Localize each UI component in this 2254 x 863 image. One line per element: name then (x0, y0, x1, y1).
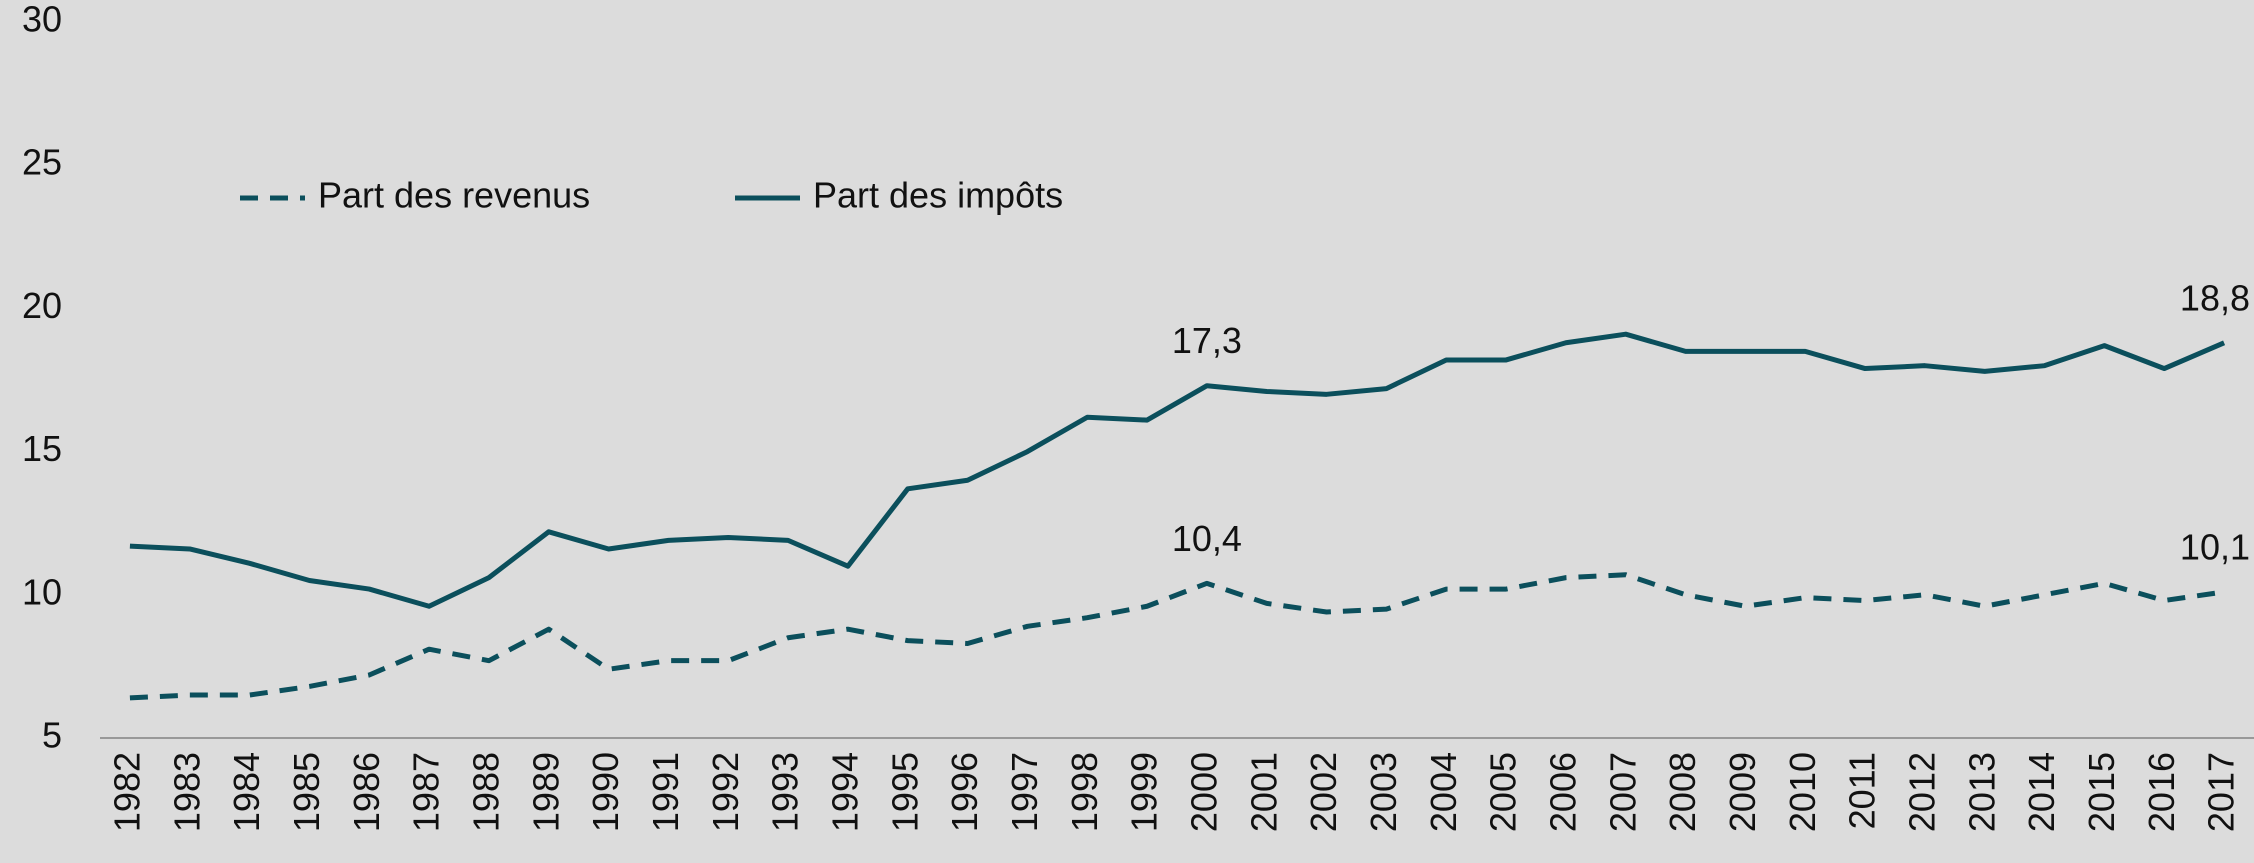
legend-label: Part des revenus (318, 175, 590, 216)
x-tick-label: 2006 (1542, 752, 1583, 832)
x-tick-label: 2011 (1842, 752, 1883, 829)
x-tick-label: 1984 (226, 752, 267, 832)
data-label: 10,1 (2180, 526, 2250, 567)
x-tick-label: 2017 (2201, 752, 2242, 832)
x-tick-label: 1982 (106, 752, 147, 832)
x-tick-label: 2005 (1483, 752, 1524, 832)
x-tick-label: 2001 (1243, 752, 1284, 832)
data-label: 17,3 (1172, 320, 1242, 361)
x-tick-label: 1985 (286, 752, 327, 832)
x-tick-label: 1993 (765, 752, 806, 832)
data-label: 10,4 (1172, 518, 1242, 559)
x-tick-label: 1992 (705, 752, 746, 832)
x-tick-label: 1991 (645, 752, 686, 832)
x-tick-label: 2004 (1423, 752, 1464, 832)
data-line (129, 331, 2226, 609)
x-tick-label: 2002 (1303, 752, 1344, 832)
x-tick-label: 1998 (1064, 752, 1105, 832)
x-tick-label: 2009 (1722, 752, 1763, 832)
y-tick-label: 5 (42, 715, 62, 756)
x-tick-label: 1990 (585, 752, 626, 832)
x-tick-label: 1989 (525, 752, 566, 832)
x-tick-label: 1995 (884, 752, 925, 832)
y-tick-label: 20 (22, 285, 62, 326)
x-tick-label: 1988 (465, 752, 506, 832)
x-tick-label: 2013 (1961, 752, 2002, 832)
x-tick-label: 1997 (1004, 752, 1045, 832)
x-tick-label: 1996 (944, 752, 985, 832)
x-tick-label: 2015 (2081, 752, 2122, 832)
y-tick-label: 30 (22, 0, 62, 40)
y-tick-label: 10 (22, 571, 62, 612)
x-tick-label: 1983 (166, 752, 207, 832)
x-tick-label: 2008 (1662, 752, 1703, 832)
x-tick-label: 2014 (2021, 752, 2062, 832)
x-tick-label: 2007 (1602, 752, 1643, 832)
data-line (129, 572, 2225, 701)
x-tick-label: 1994 (824, 752, 865, 832)
x-tick-label: 2000 (1183, 752, 1224, 832)
x-tick-label: 1987 (406, 752, 447, 832)
x-tick-label: 1986 (346, 752, 387, 832)
x-tick-label: 2010 (1782, 752, 1823, 832)
y-tick-label: 25 (22, 142, 62, 183)
x-tick-label: 1999 (1124, 752, 1165, 832)
legend-label: Part des impôts (813, 175, 1063, 216)
x-tick-label: 2016 (2141, 752, 2182, 832)
x-tick-label: 2012 (1901, 752, 1942, 832)
y-tick-label: 15 (22, 428, 62, 469)
x-tick-label: 2003 (1363, 752, 1404, 832)
data-label: 18,8 (2180, 277, 2250, 318)
